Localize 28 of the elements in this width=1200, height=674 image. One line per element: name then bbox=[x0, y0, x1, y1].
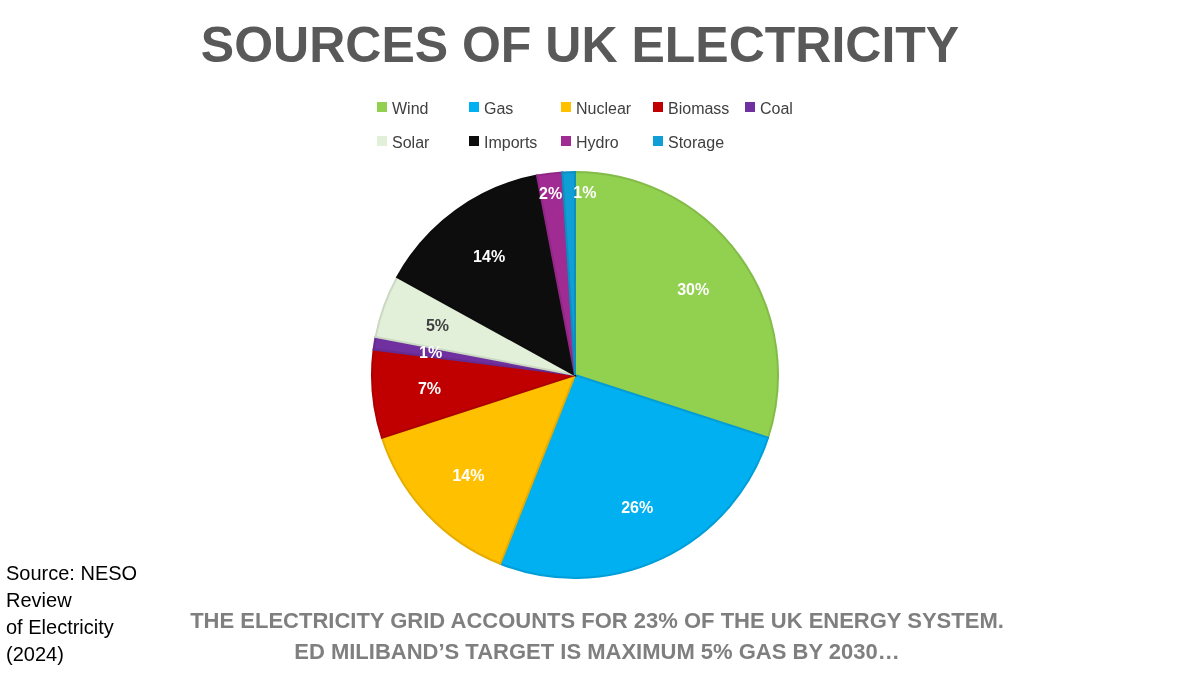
pie-slice bbox=[380, 374, 576, 565]
pie-slice bbox=[371, 348, 576, 439]
legend-label: Wind bbox=[392, 99, 429, 117]
pie-slice bbox=[574, 171, 779, 439]
pie-slice bbox=[499, 374, 770, 579]
data-label: 2% bbox=[538, 185, 563, 203]
legend-label: Solar bbox=[392, 133, 431, 151]
text: THE ELECTRICITY GRID ACCOUNTS FOR 23% OF THE UK ENERGY SYSTEM. bbox=[190, 608, 1004, 633]
legend-label: Hydro bbox=[576, 133, 619, 151]
pie-slice bbox=[374, 276, 576, 376]
text: ED MILIBAND’S TARGET IS MAXIMUM 5% GAS BY 2030… bbox=[294, 639, 900, 664]
source-note: Source: NESO Review of Electricity (2024) bbox=[6, 562, 138, 665]
data-label: 30% bbox=[677, 280, 710, 298]
legend-label: Nuclear bbox=[576, 99, 632, 117]
data-label: 14% bbox=[473, 248, 506, 266]
data-label: 7% bbox=[417, 380, 442, 398]
data-label: 14% bbox=[452, 466, 485, 484]
chart-title: SOURCES OF UK ELECTRICITY bbox=[200, 17, 960, 73]
legend-label: Gas bbox=[484, 99, 514, 117]
data-label: 5% bbox=[425, 317, 450, 335]
legend-label: Storage bbox=[668, 133, 725, 151]
legend-label: Biomass bbox=[668, 99, 730, 117]
pie-slice bbox=[396, 174, 576, 376]
data-label: 26% bbox=[621, 498, 654, 516]
data-label: 1% bbox=[419, 343, 443, 361]
legend-label: Coal bbox=[760, 99, 793, 117]
pie-slice bbox=[561, 171, 576, 376]
legend-label: Imports bbox=[484, 133, 538, 151]
